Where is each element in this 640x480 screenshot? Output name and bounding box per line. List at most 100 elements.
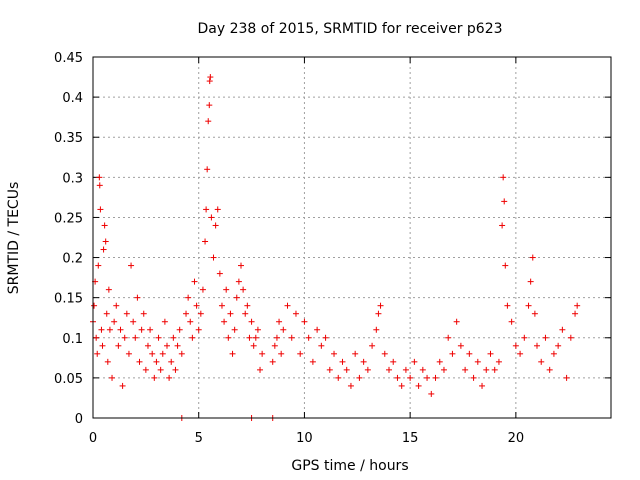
chart-title: Day 238 of 2015, SRMTID for receiver p62…	[197, 21, 502, 37]
data-point	[113, 302, 120, 309]
data-point	[246, 334, 253, 341]
y-tick-label: 0	[75, 412, 83, 427]
data-point	[529, 254, 536, 261]
data-point	[231, 326, 238, 333]
data-point	[138, 326, 145, 333]
data-point	[119, 382, 126, 389]
data-point	[166, 374, 173, 381]
data-point	[309, 358, 316, 365]
data-point	[369, 342, 376, 349]
data-point	[373, 326, 380, 333]
y-tick-label: 0.3	[62, 171, 83, 186]
data-point	[140, 310, 147, 317]
data-point	[101, 222, 108, 229]
data-point	[206, 78, 213, 85]
data-point	[555, 342, 562, 349]
data-point	[98, 326, 105, 333]
data-point	[106, 326, 113, 333]
data-point	[93, 334, 100, 341]
data-point	[100, 246, 107, 253]
data-point	[501, 198, 508, 205]
data-point	[130, 318, 137, 325]
data-point	[271, 342, 278, 349]
data-point	[144, 342, 151, 349]
y-tick-label: 0.4	[62, 91, 83, 106]
data-point	[542, 334, 549, 341]
data-point	[257, 366, 264, 373]
data-point	[248, 318, 255, 325]
data-point	[240, 286, 247, 293]
data-point	[499, 222, 506, 229]
data-point	[428, 390, 435, 397]
data-point	[269, 358, 276, 365]
data-point	[205, 118, 212, 125]
data-point	[517, 350, 524, 357]
data-point	[527, 278, 534, 285]
data-point	[280, 326, 287, 333]
data-point	[91, 302, 98, 309]
data-point	[244, 302, 251, 309]
data-point	[207, 74, 214, 81]
data-point	[512, 342, 519, 349]
data-point	[318, 342, 325, 349]
data-point	[161, 318, 168, 325]
data-point	[525, 302, 532, 309]
y-tick-label: 0.1	[62, 332, 83, 347]
data-point	[343, 366, 350, 373]
data-point	[297, 350, 304, 357]
data-point	[331, 350, 338, 357]
data-point	[235, 278, 242, 285]
data-point	[538, 358, 545, 365]
data-point	[242, 310, 249, 317]
data-point	[305, 334, 312, 341]
data-point	[151, 374, 158, 381]
data-point	[440, 366, 447, 373]
data-point	[407, 374, 414, 381]
data-point	[102, 238, 109, 245]
data-point	[567, 334, 574, 341]
data-point	[121, 334, 128, 341]
data-point	[347, 382, 354, 389]
data-point	[214, 206, 221, 213]
data-point	[364, 366, 371, 373]
data-point	[202, 238, 209, 245]
x-axis-label: GPS time / hours	[291, 458, 408, 474]
data-point	[398, 382, 405, 389]
data-point	[415, 382, 422, 389]
data-point	[375, 310, 382, 317]
data-point	[259, 350, 266, 357]
data-point	[504, 302, 511, 309]
data-point	[411, 358, 418, 365]
data-point	[301, 318, 308, 325]
y-tick-label: 0.15	[54, 292, 83, 307]
data-point	[381, 350, 388, 357]
data-point	[508, 318, 515, 325]
data-point	[155, 334, 162, 341]
data-point	[386, 366, 392, 373]
data-point	[193, 302, 200, 309]
data-point	[170, 334, 177, 341]
x-tick-label: 5	[195, 431, 203, 446]
data-point	[185, 294, 192, 301]
data-point	[95, 262, 102, 269]
y-tick-label: 0.05	[54, 372, 83, 387]
data-point	[153, 358, 160, 365]
x-tick-label: 0	[89, 431, 97, 446]
data-point	[197, 310, 204, 317]
data-point	[208, 214, 215, 221]
data-point	[174, 342, 181, 349]
data-point	[284, 302, 291, 309]
data-point	[104, 358, 111, 365]
data-point	[97, 206, 104, 213]
axis-ticks: 0 0.05 0.1 0.15 0.2 0.25 0.3 0.35 0.4 0.45 0 5 10 15 2…	[54, 51, 611, 446]
data-point	[210, 254, 217, 261]
data-point	[487, 350, 494, 357]
data-point	[335, 374, 342, 381]
data-point	[212, 222, 219, 229]
plot-frame	[92, 56, 612, 419]
data-point	[136, 358, 143, 365]
data-point	[117, 326, 124, 333]
data-point	[502, 262, 509, 269]
data-point	[238, 262, 244, 269]
